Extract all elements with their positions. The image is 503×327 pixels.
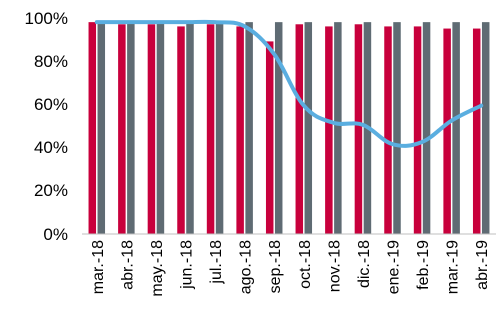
bar-series-2 — [422, 22, 431, 234]
x-tick-label: sep.-18 — [267, 240, 284, 293]
y-tick-label: 0% — [43, 225, 68, 244]
x-tick-label: may.-18 — [149, 240, 166, 297]
x-tick-label: nov.-18 — [326, 240, 343, 292]
bar-series-2 — [334, 22, 342, 234]
bar-series-1 — [147, 24, 156, 235]
y-tick-label: 40% — [34, 138, 68, 157]
bar-series-1 — [443, 28, 451, 235]
bar-series-2 — [393, 22, 401, 234]
bar-series-2 — [156, 22, 165, 234]
x-tick-label: mar.-18 — [90, 240, 107, 294]
x-axis-category-labels: mar.-18 abr.-18 may.-18 jun.-18 jul.-18 ago.-… — [90, 240, 491, 297]
x-tick-label: ago.-18 — [238, 240, 255, 294]
x-tick-label: oct.-18 — [297, 240, 314, 289]
y-axis-tick-labels: 0% 20% 40% 60% 80% 100% — [25, 9, 68, 244]
x-tick-label: feb.-19 — [415, 240, 432, 290]
y-tick-label: 80% — [34, 52, 68, 71]
bar-series-1 — [472, 28, 481, 235]
x-tick-label: abr.-19 — [474, 240, 491, 290]
bar-series-1 — [177, 26, 185, 235]
line-series-path — [94, 19, 484, 148]
bar-series-2 — [481, 22, 490, 234]
bar-series-1 — [413, 26, 422, 235]
y-tick-label: 20% — [34, 181, 68, 200]
bar-series-2 — [452, 22, 460, 234]
y-tick-label: 100% — [25, 9, 68, 28]
bar-series-1 — [236, 26, 244, 235]
bar-series-2 — [97, 22, 106, 234]
bar-series-1 — [206, 24, 215, 235]
x-tick-label: mar.-19 — [445, 240, 462, 294]
bars — [88, 22, 490, 235]
bar-series-2 — [127, 22, 135, 234]
x-tick-label: ene.-19 — [386, 240, 403, 294]
bar-series-1 — [354, 24, 363, 235]
x-tick-label: jun.-18 — [179, 240, 196, 290]
x-tick-label: dic.-18 — [356, 240, 373, 288]
line-series — [94, 19, 484, 148]
x-tick-label: abr.-18 — [119, 240, 136, 290]
bar-series-2 — [245, 22, 253, 234]
bar-series-1 — [118, 24, 126, 235]
y-tick-label: 60% — [34, 95, 68, 114]
bar-series-1 — [88, 22, 97, 234]
bar-series-2 — [215, 22, 224, 234]
bar-series-2 — [304, 22, 313, 234]
bar-series-2 — [274, 22, 283, 234]
bar-series-2 — [186, 22, 194, 234]
bar-series-1 — [265, 41, 274, 235]
x-tick-label: jul.-18 — [208, 240, 225, 285]
bar-series-1 — [295, 24, 304, 235]
bar-series-1 — [325, 26, 333, 235]
bar-series-1 — [384, 26, 392, 235]
